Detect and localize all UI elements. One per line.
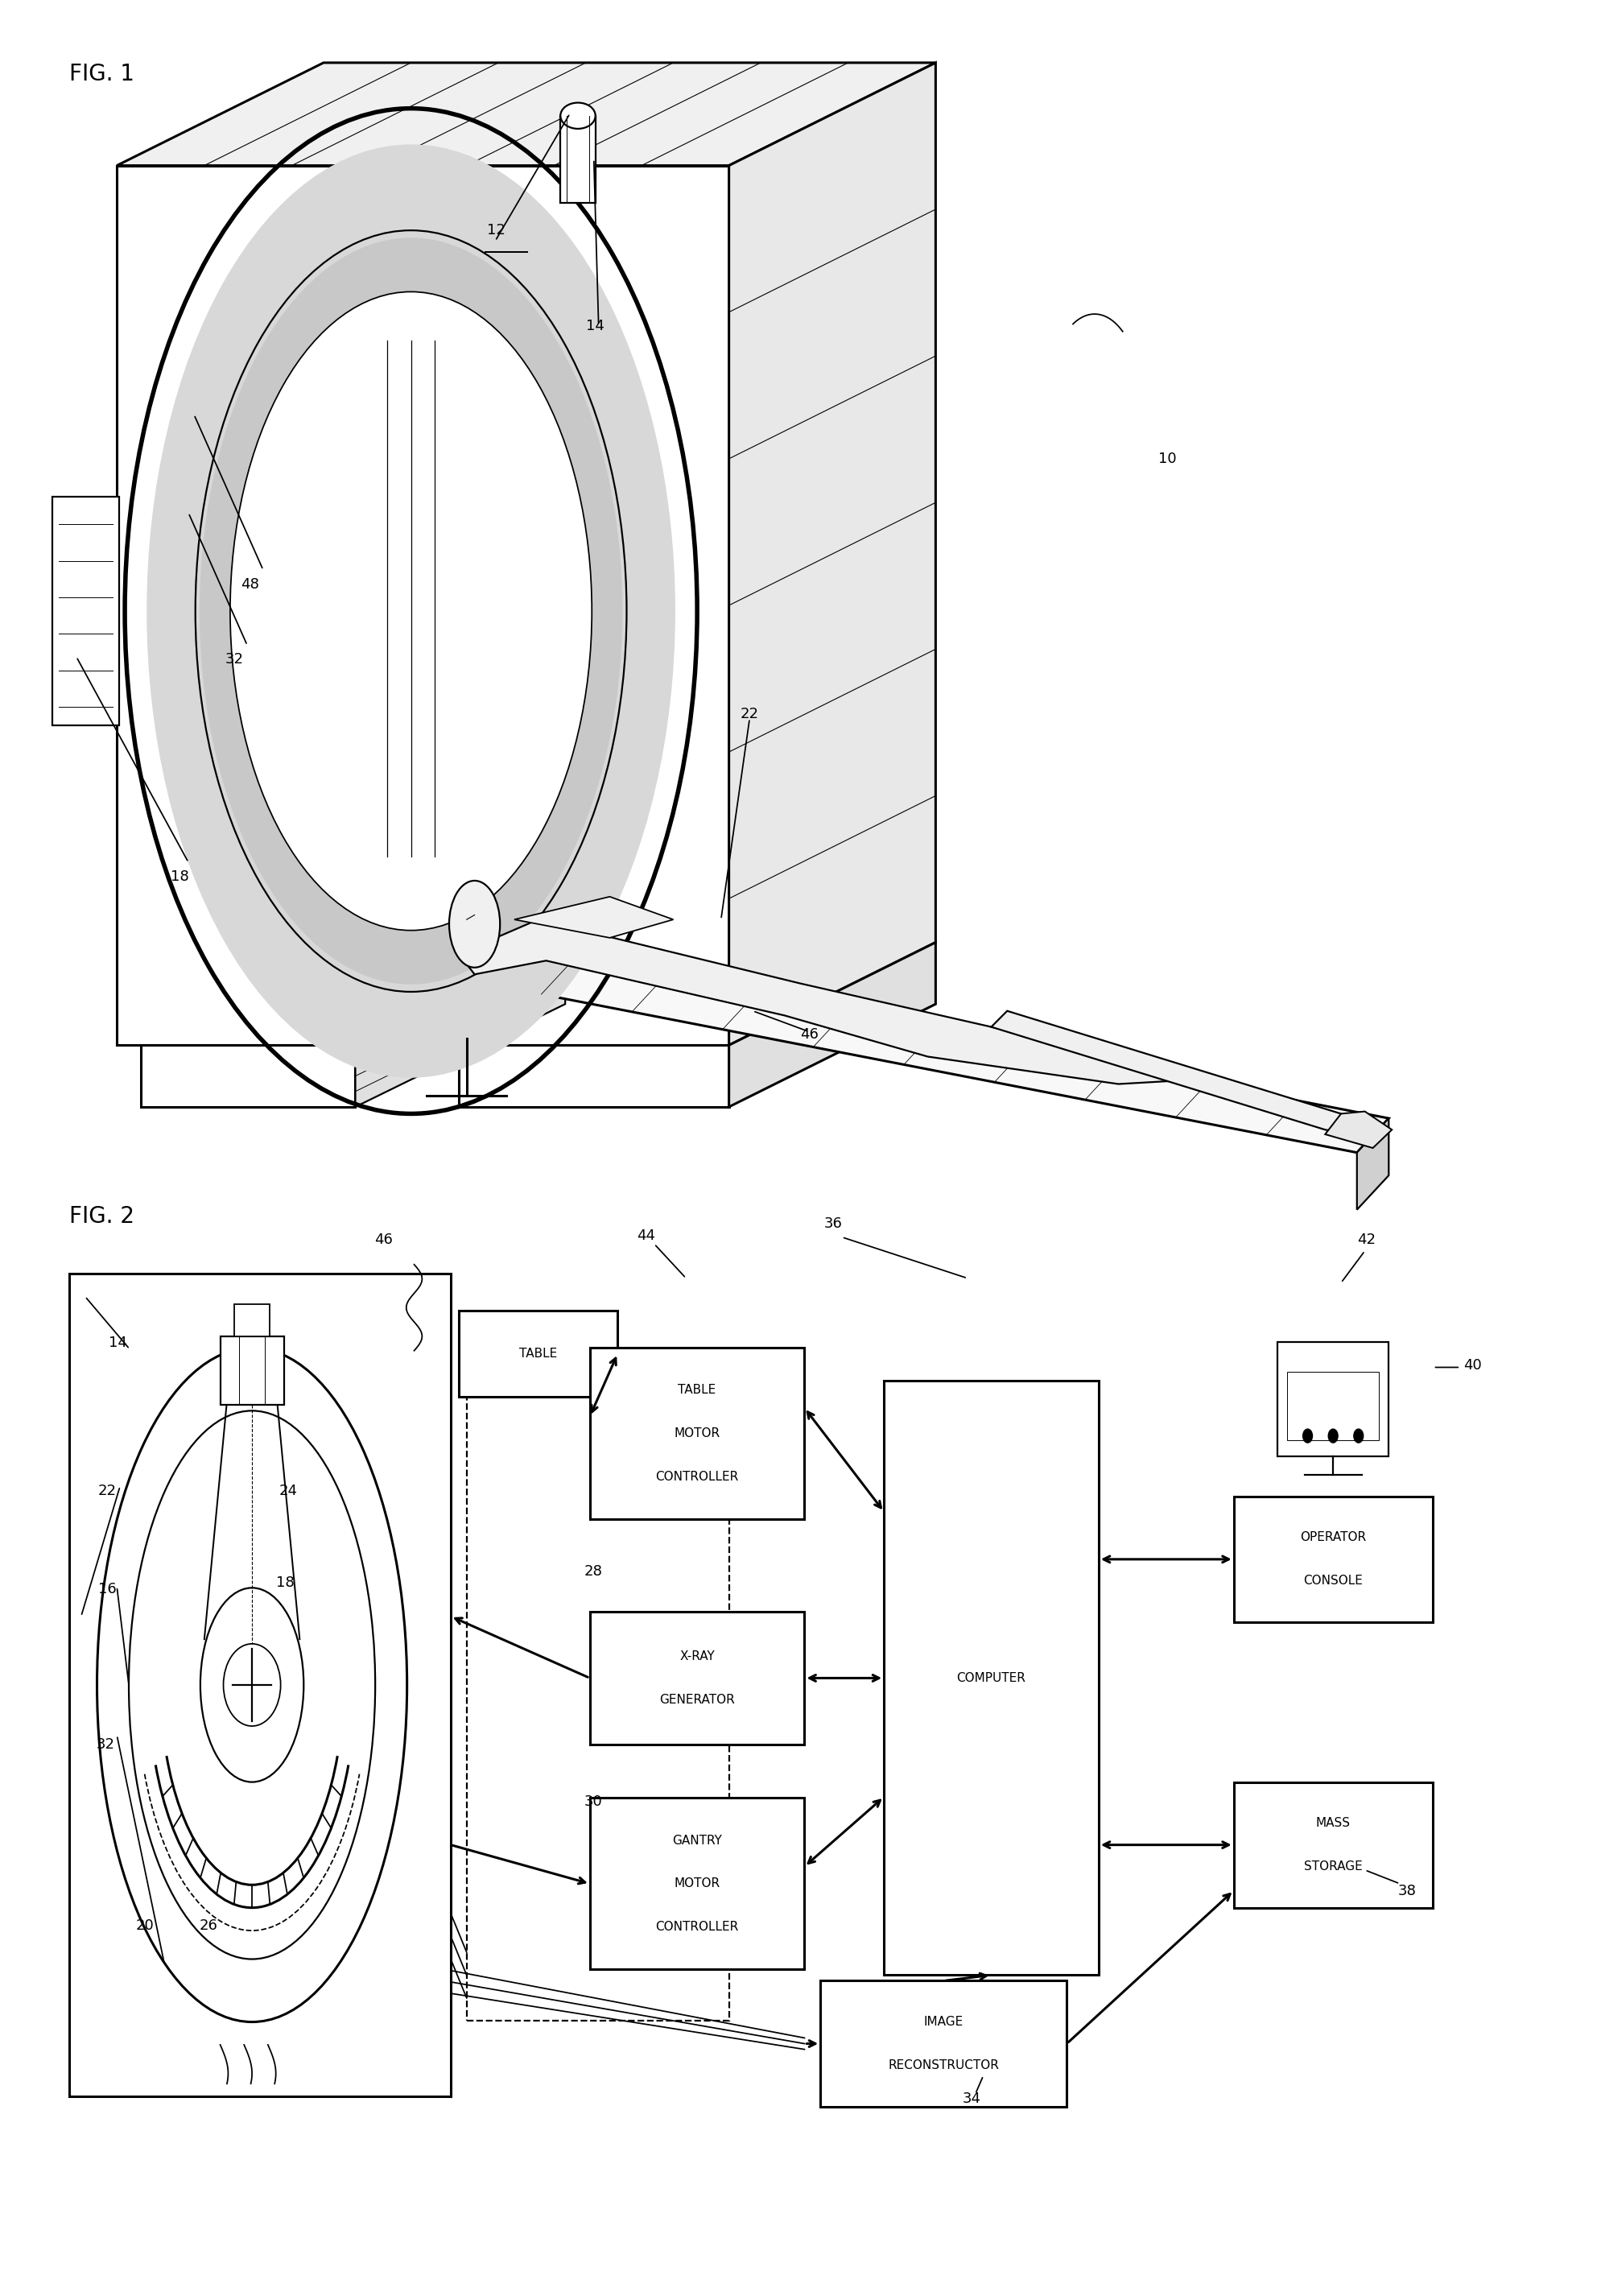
Bar (459, 1311, 618, 1396)
Text: 46: 46 (800, 1026, 820, 1042)
Text: 28: 28 (584, 1564, 602, 1577)
Bar (466, 1359, 728, 2020)
Polygon shape (141, 1045, 355, 1107)
Text: 48: 48 (240, 576, 259, 592)
Text: TABLE: TABLE (679, 1384, 716, 1396)
Bar (589, 1348, 804, 1520)
Bar (1278, 1343, 1388, 1456)
Text: 16: 16 (98, 1582, 117, 1596)
Text: GENERATOR: GENERATOR (660, 1694, 735, 1706)
Bar (53, 496, 118, 726)
Bar (1234, 1782, 1433, 1908)
Polygon shape (459, 918, 1198, 1084)
Text: 20: 20 (136, 1917, 154, 1933)
Text: 22: 22 (98, 1483, 117, 1499)
Circle shape (1354, 1428, 1364, 1442)
Text: 38: 38 (1398, 1883, 1417, 1899)
Text: 36: 36 (825, 1217, 842, 1231)
Text: 24: 24 (279, 1483, 298, 1499)
Text: 46: 46 (375, 1233, 392, 1247)
Text: 18: 18 (171, 870, 189, 884)
Text: 18: 18 (275, 1575, 295, 1589)
Text: TABLE: TABLE (519, 1348, 557, 1359)
Polygon shape (117, 62, 935, 165)
Text: RECONSTRUCTOR: RECONSTRUCTOR (889, 2060, 999, 2071)
Polygon shape (991, 1010, 1358, 1134)
Text: 42: 42 (1358, 1233, 1375, 1247)
Bar (1234, 1497, 1433, 1621)
Text: 14: 14 (109, 1336, 128, 1350)
Text: MASS: MASS (1316, 1816, 1350, 1830)
Text: CONTROLLER: CONTROLLER (655, 1472, 738, 1483)
Circle shape (1329, 1428, 1338, 1442)
Text: CONTROLLER: CONTROLLER (655, 1922, 738, 1933)
Bar (820, 1981, 1066, 2105)
Ellipse shape (450, 882, 500, 967)
Circle shape (1303, 1428, 1313, 1442)
Text: 22: 22 (740, 707, 759, 721)
Ellipse shape (200, 239, 623, 985)
Polygon shape (451, 941, 1388, 1153)
Text: 40: 40 (1463, 1359, 1483, 1373)
Polygon shape (459, 1045, 728, 1107)
Ellipse shape (560, 103, 596, 129)
Polygon shape (728, 62, 935, 1045)
Text: CONSOLE: CONSOLE (1303, 1575, 1362, 1587)
Text: 10: 10 (1158, 452, 1177, 466)
Polygon shape (355, 941, 565, 1107)
Polygon shape (514, 898, 674, 937)
Ellipse shape (147, 145, 676, 1077)
Text: 30: 30 (584, 1795, 602, 1809)
Text: STORAGE: STORAGE (1303, 1860, 1362, 1874)
Text: X-RAY: X-RAY (679, 1651, 714, 1662)
Text: MOTOR: MOTOR (674, 1428, 720, 1440)
Text: IMAGE: IMAGE (924, 2016, 964, 2027)
Text: 12: 12 (487, 223, 506, 236)
Bar (884, 1382, 1098, 1975)
Bar (589, 1612, 804, 1745)
Polygon shape (451, 941, 482, 1038)
Ellipse shape (231, 292, 592, 930)
Text: COMPUTER: COMPUTER (957, 1671, 1026, 1683)
Text: 32: 32 (96, 1738, 115, 1752)
Text: MOTOR: MOTOR (674, 1878, 720, 1890)
Text: 26: 26 (200, 1917, 218, 1933)
Text: 32: 32 (226, 652, 243, 666)
Text: 14: 14 (586, 319, 604, 333)
Text: FIG. 1: FIG. 1 (69, 62, 134, 85)
Text: 34: 34 (962, 2092, 981, 2105)
Text: 44: 44 (637, 1228, 655, 1242)
Polygon shape (728, 941, 935, 1107)
Polygon shape (1358, 1118, 1388, 1210)
Bar (560, 115, 596, 202)
Bar (1287, 1373, 1378, 1440)
Bar (234, 1304, 269, 1336)
Polygon shape (117, 165, 728, 1045)
Bar (69, 1274, 451, 2096)
Polygon shape (1326, 1111, 1391, 1148)
Text: GANTRY: GANTRY (672, 1835, 722, 1846)
Bar (589, 1798, 804, 1970)
Text: FIG. 2: FIG. 2 (69, 1205, 134, 1228)
Bar (221, 1336, 283, 1405)
Text: OPERATOR: OPERATOR (1300, 1531, 1366, 1543)
